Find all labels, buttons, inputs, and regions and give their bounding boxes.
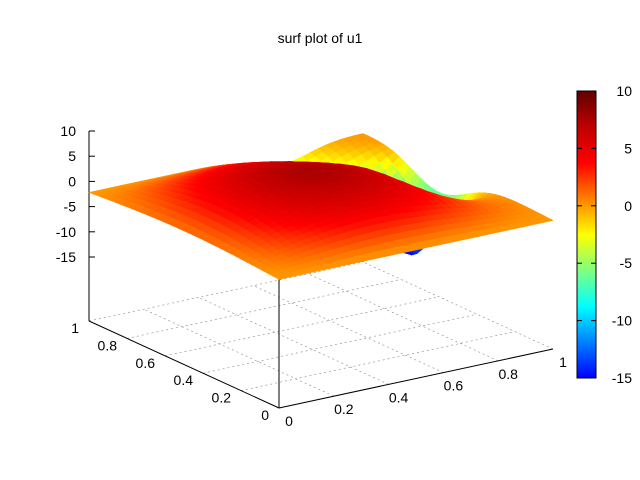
x-tick-label: 0.2 <box>334 401 354 417</box>
colorbar-tick-label: 5 <box>624 140 632 156</box>
surface-mesh <box>87 133 554 280</box>
y-tick-label: 0.4 <box>174 372 194 388</box>
colorbar-tick-label: 10 <box>616 83 632 99</box>
z-tick-label: 10 <box>60 123 76 139</box>
grid-line-x <box>143 308 334 397</box>
x-tick-label: 0.6 <box>444 378 464 394</box>
z-tick-label: 0 <box>68 173 76 189</box>
colorbar: 10 5 0 -5 -10 -15 <box>576 83 632 386</box>
z-tick-label: -15 <box>56 249 76 265</box>
y-axis-line <box>88 320 280 409</box>
colorbar-tick-label: -10 <box>612 313 632 329</box>
x-tick-label: 1 <box>559 354 567 370</box>
colorbar-tick-label: -15 <box>612 370 632 386</box>
x-tick-label: 0.8 <box>498 366 518 382</box>
y-tick-label: 0.8 <box>98 337 118 353</box>
z-tick-label: -5 <box>64 199 77 215</box>
y-axis-ticks: 0 0.2 0.4 0.6 0.8 1 <box>71 320 269 423</box>
colorbar-tick-label: 0 <box>624 198 632 214</box>
grid-line-x <box>362 261 554 350</box>
grid-line-y <box>88 261 364 322</box>
grid-line-y <box>240 331 516 391</box>
grid-line-x <box>308 273 499 362</box>
grid-line-y <box>126 279 402 339</box>
x-axis-ticks: 0 0.2 0.4 0.6 0.8 1 <box>285 354 567 429</box>
grid-line-y <box>202 313 478 374</box>
colorbar-gradient <box>576 90 597 379</box>
grid-line-x <box>253 285 444 373</box>
z-axis-ticks: 10 5 0 -5 -10 -15 <box>56 123 95 265</box>
grid-line-y <box>164 296 440 357</box>
colorbar-ticks: 10 5 0 -5 -10 -15 <box>577 83 632 386</box>
x-tick-label: 0 <box>285 413 293 429</box>
chart-title: surf plot of u1 <box>278 30 363 46</box>
z-tick-label: -10 <box>56 224 76 240</box>
x-axis-line <box>278 348 554 409</box>
y-tick-label: 0 <box>261 407 269 423</box>
y-tick-label: 0.2 <box>212 390 232 406</box>
z-tick-label: 5 <box>68 148 76 164</box>
colorbar-tick-label: -5 <box>620 255 633 271</box>
grid-line-x <box>198 297 389 385</box>
base-grid <box>88 261 554 409</box>
x-tick-label: 0.4 <box>389 389 409 405</box>
y-tick-label: 0.6 <box>136 355 156 371</box>
surface-cell <box>272 274 288 280</box>
y-tick-label: 1 <box>71 320 79 336</box>
